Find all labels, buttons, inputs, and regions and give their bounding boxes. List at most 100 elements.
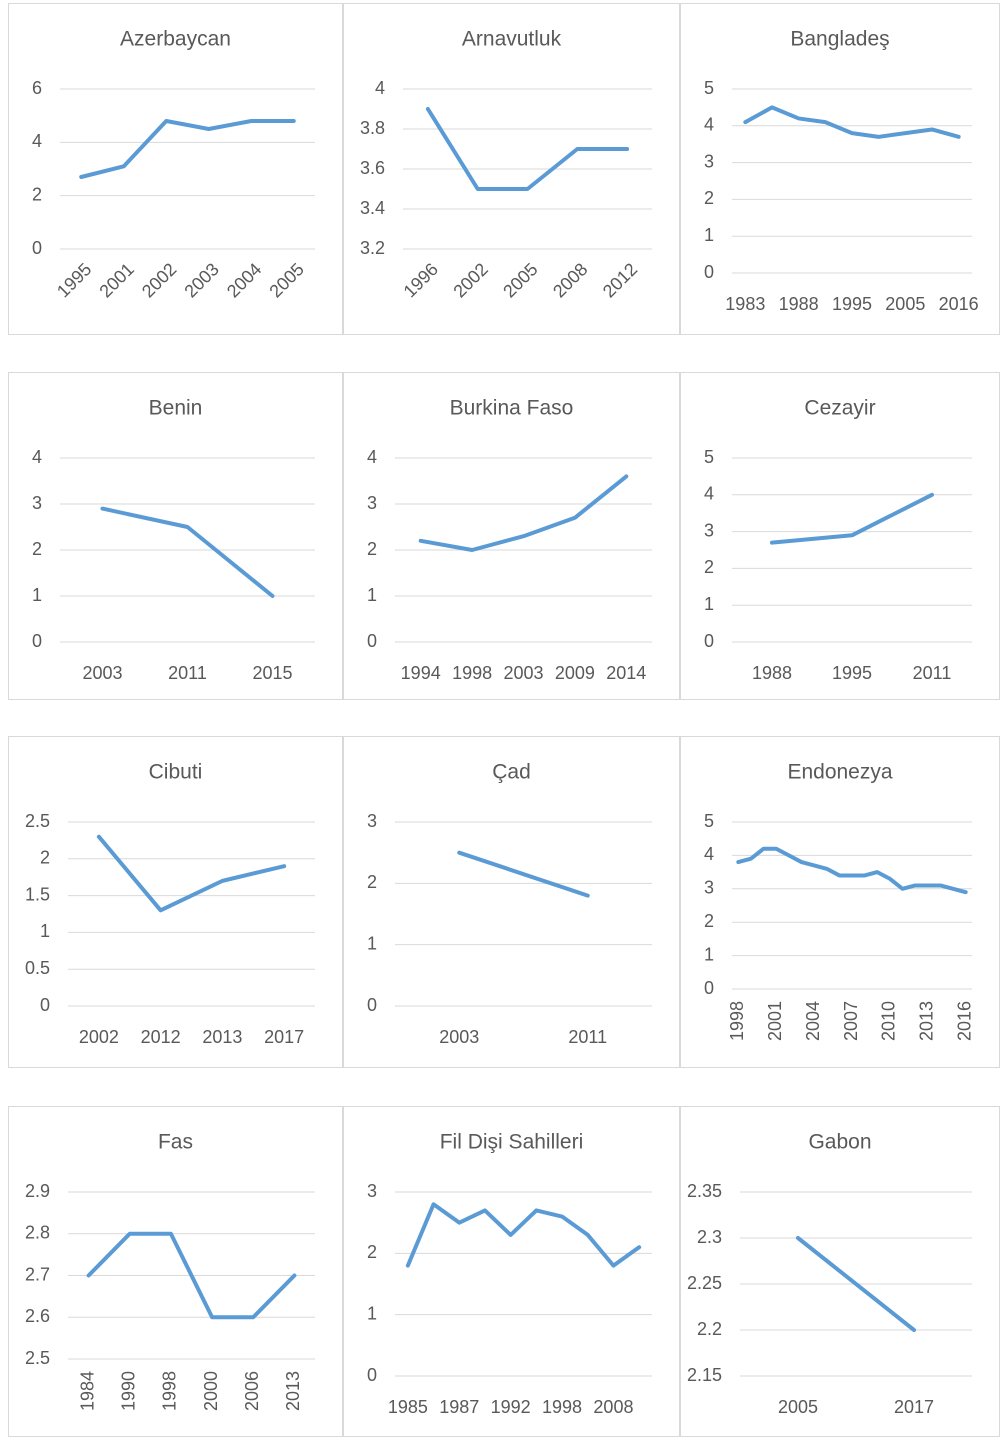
x-tick-label: 2005 [265,259,307,301]
x-tick-label: 2006 [242,1371,262,1411]
x-tick-label: 1983 [725,294,765,314]
panel: Fil Dişi Sahilleri 0 1 2 3 1985 1987 1992 1998 20… [343,1106,680,1437]
panel-border [8,372,343,700]
y-tick-label: 2.35 [687,1181,722,1201]
y-tick-label: 2.6 [25,1306,50,1326]
y-tick-label: 1 [32,585,42,605]
x-tick-label: 2017 [264,1027,304,1047]
x-tick-label: 2009 [555,663,595,683]
panel: Cezayir 0 1 2 3 4 5 1988 1995 2011 [680,372,1000,700]
x-tick-label: 2012 [599,259,641,301]
chart-title: Endonezya [787,761,892,784]
y-tick-label: 3 [704,151,714,171]
y-tick-label: 3 [704,520,714,540]
x-tick-label: 2016 [939,294,979,314]
panel: Burkina Faso 0 1 2 3 4 1994 1998 2003 2009 2014 [343,372,680,700]
y-tick-label: 2 [704,557,714,577]
data-line [418,474,629,552]
y-tick-label: 3 [32,493,42,513]
x-tick-label: 1998 [452,663,492,683]
y-tick-label: 4 [32,131,42,151]
y-tick-label: 0 [32,238,42,258]
y-tick-label: 5 [704,447,714,467]
y-tick-label: 1 [367,933,377,953]
panel-border [8,736,343,1068]
x-tick-label: 2013 [283,1371,303,1411]
x-tick-label: 1992 [491,1397,531,1417]
y-tick-label: 6 [32,78,42,98]
y-tick-label: 5 [704,78,714,98]
y-tick-label: 3.6 [360,158,385,178]
y-tick-label: 0 [40,995,50,1015]
data-line [100,506,275,598]
panel: Benin 0 1 2 3 4 2003 2011 2015 [8,372,343,700]
y-tick-label: 4 [367,447,377,467]
chart-title: Benin [149,397,203,420]
x-tick-label: 2003 [82,663,122,683]
y-tick-label: 0 [367,995,377,1015]
panel: Arnavutluk 3.2 3.4 3.6 3.8 4 1996 2002 2005 2008 2… [343,3,680,335]
x-tick-label: 2007 [841,1001,861,1041]
panel: Fas 2.5 2.6 2.7 2.8 2.9 1984 1990 1998 2000 2006 20… [8,1106,343,1437]
y-tick-label: 1 [704,594,714,614]
data-line [96,834,287,913]
x-tick-label: 2003 [439,1027,479,1047]
y-tick-label: 2 [367,539,377,559]
panel-border [343,3,680,335]
chart-title: Burkina Faso [450,397,574,420]
y-tick-label: 4 [375,78,385,98]
y-tick-label: 2 [32,184,42,204]
x-tick-label: 2001 [95,259,137,301]
y-tick-label: 2 [40,848,50,868]
y-tick-label: 3 [367,493,377,513]
y-tick-label: 1.5 [25,884,50,904]
y-tick-label: 1 [704,225,714,245]
y-tick-label: 0 [367,1365,377,1385]
x-tick-label: 2002 [449,259,491,301]
y-tick-label: 2.15 [687,1365,722,1385]
x-tick-label: 2012 [141,1027,181,1047]
x-tick-label: 1998 [542,1397,582,1417]
y-tick-label: 4 [32,447,42,467]
x-tick-label: 2017 [894,1397,934,1417]
x-tick-label: 2013 [202,1027,242,1047]
y-tick-label: 0.5 [25,958,50,978]
data-line [743,105,961,139]
x-tick-label: 2005 [885,294,925,314]
x-tick-label: 2000 [201,1371,221,1411]
x-tick-label: 2003 [180,259,222,301]
chart-title: Fas [158,1131,193,1154]
x-tick-label: 1988 [779,294,819,314]
y-tick-label: 3 [367,811,377,831]
x-tick-label: 2003 [503,663,543,683]
panel: Çad 0 1 2 3 2003 2011 [343,736,680,1068]
chart-title: Cibuti [149,761,203,784]
y-tick-label: 2.5 [25,811,50,831]
chart-title: Gabon [808,1131,871,1154]
y-tick-label: 2.8 [25,1223,50,1243]
x-tick-label: 1987 [439,1397,479,1417]
x-tick-label: 1994 [401,663,441,683]
panel: Azerbaycan 0 2 4 6 1995 2001 2002 2003 2004 2005 [8,3,343,335]
y-tick-label: 4 [704,484,714,504]
y-tick-label: 2 [367,1242,377,1262]
chart-title: Bangladeş [790,28,889,51]
chart-title: Çad [492,761,531,784]
y-tick-label: 1 [40,921,50,941]
data-line [736,846,968,895]
y-tick-label: 0 [367,631,377,651]
data-line [457,850,590,898]
chart-title: Arnavutluk [462,28,562,51]
x-tick-label: 2011 [913,663,952,683]
data-line [796,1236,916,1332]
x-tick-label: 2005 [499,259,541,301]
x-tick-label: 1996 [400,259,442,301]
x-tick-label: 1985 [388,1397,428,1417]
panel: Bangladeş 0 1 2 3 4 5 1983 1988 1995 2005 2016 [680,3,1000,335]
data-line [405,1202,642,1268]
chart-title: Cezayir [804,397,875,420]
x-tick-label: 1990 [119,1371,139,1411]
x-tick-label: 1998 [727,1001,747,1041]
data-line [770,492,934,545]
x-tick-label: 1988 [752,663,792,683]
